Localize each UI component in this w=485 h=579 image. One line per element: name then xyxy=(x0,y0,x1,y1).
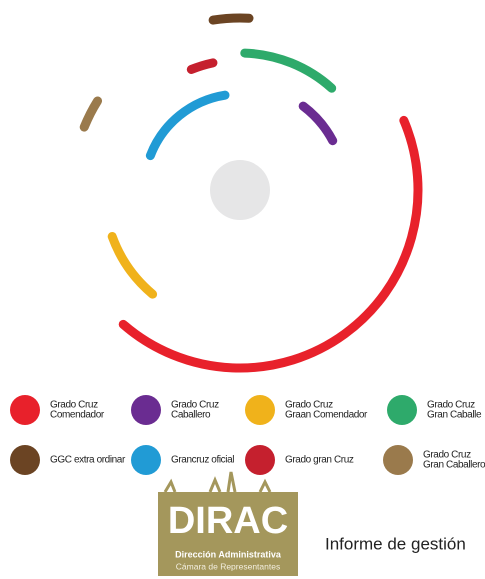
logo-ornament xyxy=(163,471,272,493)
footer-title: Informe de gestión xyxy=(325,534,466,553)
arc-bar xyxy=(145,90,230,161)
legend-swatch xyxy=(10,445,40,475)
logo-box xyxy=(158,492,298,576)
arc-bar xyxy=(298,101,338,146)
legend-label: Grado Cruz xyxy=(285,400,333,411)
logo: DIRAC Dirección Administrativa Cámara de… xyxy=(158,471,298,576)
legend-swatch xyxy=(131,395,161,425)
legend-label: Grado Cruz xyxy=(423,450,471,461)
legend-label: Comendador xyxy=(50,410,105,421)
arc-bar xyxy=(79,96,103,132)
arc-bar xyxy=(118,115,423,373)
arc-bar xyxy=(240,48,337,93)
legend-swatch xyxy=(387,395,417,425)
legend-swatch xyxy=(10,395,40,425)
legend-swatch xyxy=(245,445,275,475)
legend-label: Grancruz oficial xyxy=(171,455,234,466)
legend-label: Graan Comendador xyxy=(285,410,368,421)
legend-label: Caballero xyxy=(171,410,211,421)
logo-line: Dirección Administrativa xyxy=(175,549,282,559)
arc-bar xyxy=(107,232,158,299)
legend-swatch xyxy=(245,395,275,425)
center-disc xyxy=(210,160,270,220)
arc-bar xyxy=(208,13,254,25)
legend-swatch xyxy=(131,445,161,475)
legend-label: Grado gran Cruz xyxy=(285,455,354,466)
logo-line: Cámara de Representantes xyxy=(176,561,280,571)
legend-label: Gran Caballero xyxy=(423,460,485,471)
legend-swatch xyxy=(383,445,413,475)
arc-bar xyxy=(186,58,218,74)
legend-label: GGC extra ordinar xyxy=(50,455,126,466)
legend-label: Grado Cruz xyxy=(171,400,219,411)
legend-label: Grado Cruz xyxy=(50,400,98,411)
legend-label: Gran Caballe xyxy=(427,410,482,421)
legend-label: Grado Cruz xyxy=(427,400,475,411)
logo-title: DIRAC xyxy=(168,500,288,542)
